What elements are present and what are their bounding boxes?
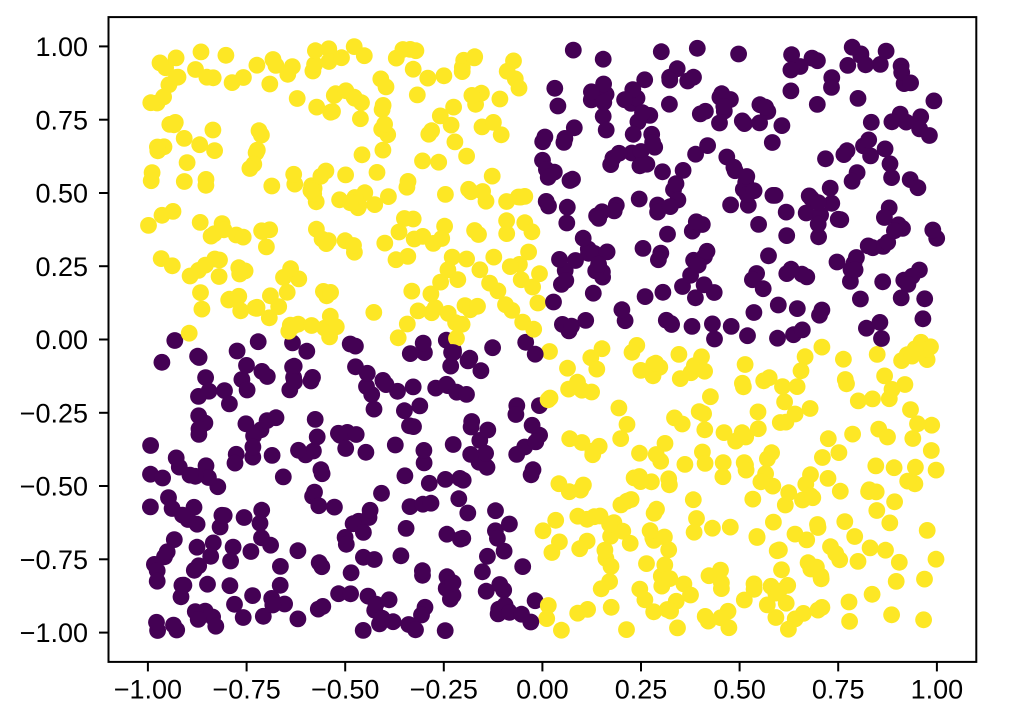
svg-text:0.00: 0.00 xyxy=(516,675,569,705)
svg-text:−0.75: −0.75 xyxy=(20,545,88,575)
svg-text:0.75: 0.75 xyxy=(35,105,88,135)
svg-text:−0.50: −0.50 xyxy=(311,675,379,705)
svg-text:1.00: 1.00 xyxy=(35,32,88,62)
svg-text:0.00: 0.00 xyxy=(35,325,88,355)
svg-text:−1.00: −1.00 xyxy=(114,675,182,705)
svg-text:0.50: 0.50 xyxy=(35,179,88,209)
svg-text:0.25: 0.25 xyxy=(615,675,668,705)
svg-text:−0.50: −0.50 xyxy=(20,472,88,502)
svg-text:−0.25: −0.25 xyxy=(20,398,88,428)
svg-text:−0.75: −0.75 xyxy=(212,675,280,705)
svg-text:0.50: 0.50 xyxy=(713,675,766,705)
svg-text:−0.25: −0.25 xyxy=(410,675,478,705)
svg-text:−1.00: −1.00 xyxy=(20,618,88,648)
svg-text:0.25: 0.25 xyxy=(35,252,88,282)
svg-text:1.00: 1.00 xyxy=(911,675,964,705)
svg-text:0.75: 0.75 xyxy=(812,675,865,705)
